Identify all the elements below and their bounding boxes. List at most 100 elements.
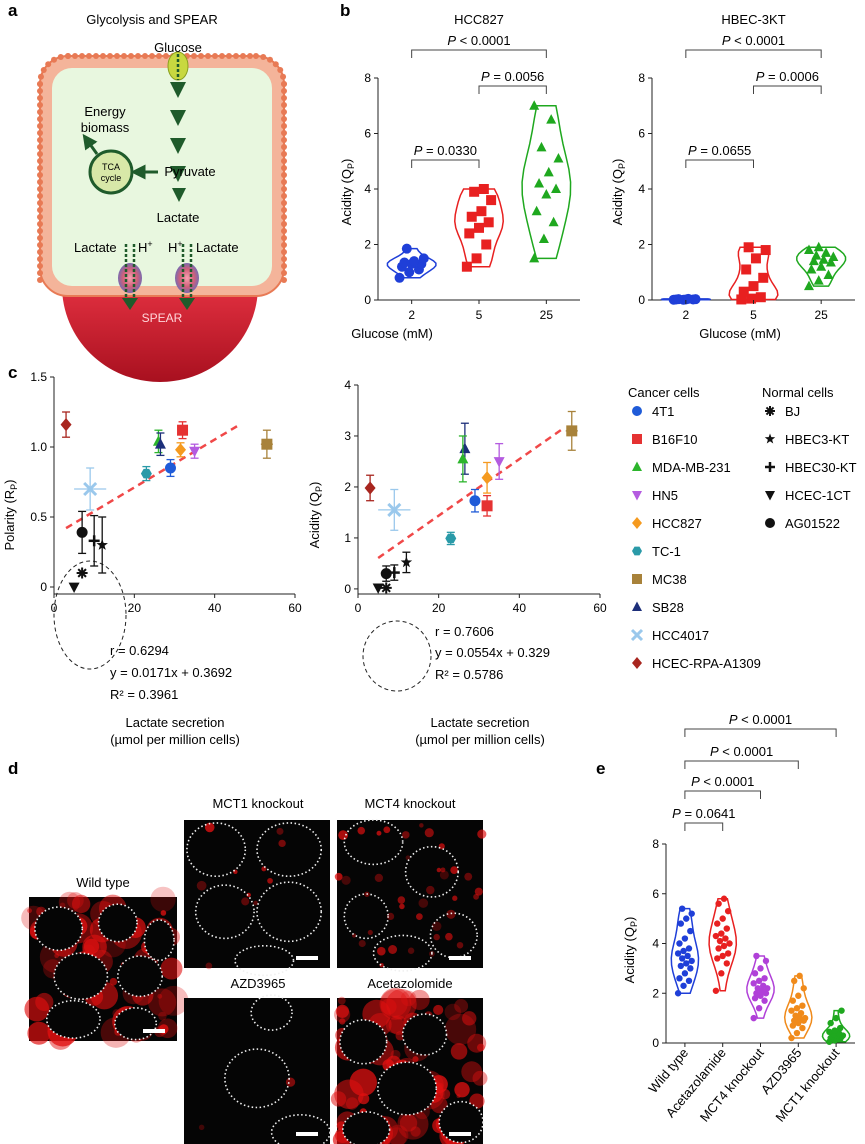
fluorescence-signal bbox=[27, 1021, 51, 1045]
fluorescence-signal bbox=[395, 1031, 405, 1041]
lipid-head bbox=[163, 53, 169, 59]
data-point bbox=[762, 957, 770, 965]
data-point bbox=[726, 940, 733, 947]
data-point bbox=[806, 263, 817, 274]
to-pyruvate-arrow bbox=[170, 166, 186, 182]
lipid-head bbox=[281, 270, 287, 276]
comparison-bracket bbox=[684, 822, 724, 831]
fluorescence-signal bbox=[385, 1015, 404, 1034]
fluorescence-signal bbox=[410, 1126, 421, 1137]
panel-letter-d: d bbox=[8, 759, 18, 778]
data-point-hbec3-kt bbox=[96, 538, 108, 550]
c2-ylabel: Acidity (QP) bbox=[307, 482, 324, 549]
lipid-head bbox=[57, 53, 64, 60]
cell-outline bbox=[224, 1048, 290, 1109]
cell-outline bbox=[429, 912, 478, 959]
cell-outline bbox=[270, 1114, 331, 1144]
y-tick-label: 8 bbox=[652, 837, 659, 851]
legend-label: MDA-MB-231 bbox=[652, 460, 731, 475]
fluorescence-signal bbox=[54, 953, 60, 959]
fluorescence-signal bbox=[433, 1004, 444, 1016]
lipid-head bbox=[37, 123, 43, 129]
panel-a-title: Glycolysis and SPEAR bbox=[86, 12, 218, 27]
lipid-head bbox=[281, 193, 287, 199]
data-point bbox=[746, 293, 757, 304]
legend-label: HBEC30-KT bbox=[785, 460, 857, 475]
fluorescence-signal bbox=[109, 977, 118, 986]
fluorescence-signal bbox=[341, 875, 351, 885]
data-point bbox=[723, 960, 730, 967]
fluorescence-signal bbox=[469, 1093, 485, 1109]
lipid-head bbox=[281, 165, 287, 171]
data-point bbox=[683, 293, 694, 304]
data-point-hbec30-kt bbox=[388, 567, 400, 579]
data-point bbox=[687, 965, 694, 972]
x-tick-label: 25 bbox=[540, 308, 554, 322]
lipid-head bbox=[281, 172, 287, 178]
lipid-head bbox=[149, 53, 155, 59]
lipid-head bbox=[233, 53, 239, 59]
data-point bbox=[803, 244, 814, 255]
lipid-head bbox=[281, 123, 287, 129]
fluorescence-signal bbox=[388, 945, 398, 954]
lipid-head bbox=[100, 53, 106, 59]
y-tick-label: 0 bbox=[652, 1036, 659, 1050]
data-point bbox=[471, 253, 482, 264]
data-point bbox=[724, 950, 732, 957]
p-symbol: P bbox=[672, 806, 681, 821]
p-value-label: P = 0.0330 bbox=[414, 143, 477, 158]
fluorescence-signal bbox=[338, 830, 349, 841]
panel-letter-b: b bbox=[340, 1, 350, 20]
to-energy-arrow bbox=[82, 133, 99, 155]
lipid-head bbox=[281, 200, 287, 206]
data-point bbox=[687, 927, 694, 935]
cell-outline bbox=[256, 881, 323, 943]
lipid-head bbox=[212, 53, 218, 59]
label-wild-type: Wild type bbox=[76, 875, 129, 890]
p-symbol: P bbox=[688, 143, 697, 158]
tca-cycle-icon bbox=[88, 149, 134, 195]
data-point bbox=[399, 257, 410, 268]
lipid-head bbox=[37, 172, 43, 178]
fluorescence-signal bbox=[357, 826, 366, 835]
p-value: = 0.0006 bbox=[764, 69, 819, 84]
p-value-label: P = 0.0056 bbox=[481, 69, 544, 84]
fluorescence-signal bbox=[464, 872, 473, 881]
data-point-bj bbox=[380, 582, 392, 594]
legend-marker bbox=[632, 517, 642, 529]
lipid-head bbox=[72, 53, 78, 59]
data-point bbox=[719, 952, 726, 960]
data-point bbox=[738, 286, 749, 297]
y-tick-label: 8 bbox=[638, 71, 645, 85]
micrograph-acetazolomide bbox=[330, 987, 488, 1144]
lipid-head bbox=[281, 158, 287, 164]
fluorescence-signal bbox=[405, 855, 411, 861]
marker-stroke bbox=[630, 628, 644, 642]
lipid-head bbox=[40, 67, 47, 73]
scale-bar bbox=[296, 956, 318, 960]
cell-outline bbox=[256, 822, 323, 878]
fluorescence-signal bbox=[196, 880, 207, 891]
fluorescence-signal bbox=[454, 999, 469, 1013]
data-point-mda-mb-231 bbox=[457, 452, 469, 464]
fluorescence-signal bbox=[450, 1043, 468, 1060]
fluorescence-signal bbox=[198, 1124, 205, 1131]
x-tick-label: 60 bbox=[593, 601, 607, 615]
chart-c-polarity: 00.51.01.50 20 40 60 bbox=[30, 370, 302, 670]
legend-marker bbox=[632, 434, 642, 444]
fluorescence-signal bbox=[416, 913, 423, 921]
fluorescence-signal bbox=[83, 938, 100, 955]
lipid-head bbox=[37, 151, 43, 157]
fluorescence-signal bbox=[253, 900, 258, 906]
data-point bbox=[683, 960, 690, 967]
lipid-head bbox=[121, 53, 127, 59]
lipid-head bbox=[281, 116, 287, 122]
normal-cells-ellipse bbox=[362, 620, 432, 692]
data-point bbox=[684, 952, 691, 960]
lipid-head bbox=[37, 256, 43, 262]
lipid-head bbox=[37, 263, 43, 269]
energy-label: Energy bbox=[84, 104, 126, 119]
marker-stroke bbox=[77, 568, 87, 578]
p-value: = 0.0330 bbox=[422, 143, 477, 158]
marker-stroke bbox=[387, 502, 402, 517]
